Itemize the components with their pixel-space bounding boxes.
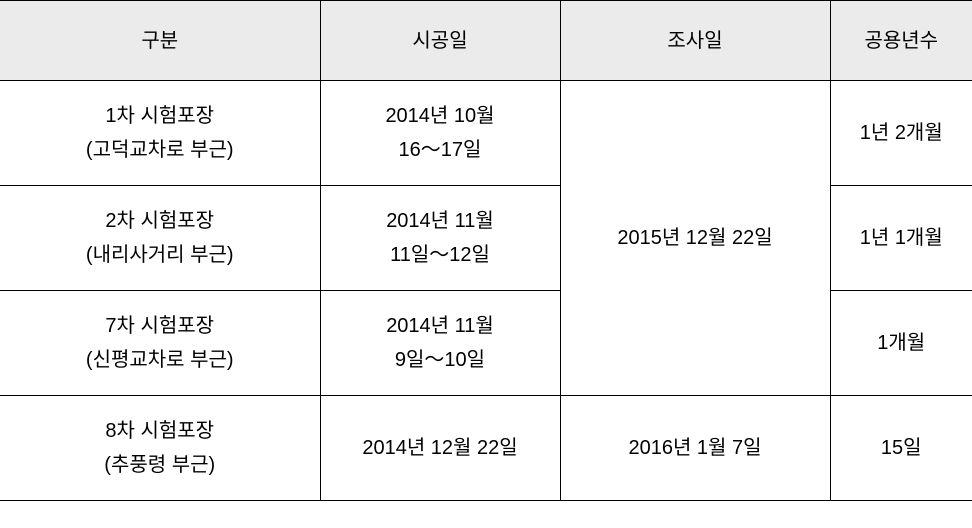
cell-construction-date: 2014년 11월 11일～12일 bbox=[320, 186, 560, 291]
category-line1: 7차 시험포장 bbox=[105, 315, 214, 337]
table-header: 구분 시공일 조사일 공용년수 bbox=[0, 1, 972, 81]
cell-construction-date: 2014년 12월 22일 bbox=[320, 396, 560, 501]
cell-construction-date: 2014년 11월 9일～10일 bbox=[320, 291, 560, 396]
cell-category: 2차 시험포장 (내리사거리 부근) bbox=[0, 186, 320, 291]
construct-line2: 11일～12일 bbox=[390, 244, 490, 266]
table-body: 1차 시험포장 (고덕교차로 부근) 2014년 10월 16～17일 2015… bbox=[0, 81, 972, 501]
cell-survey-date: 2016년 1월 7일 bbox=[560, 396, 830, 501]
category-line2: (고덕교차로 부근) bbox=[86, 139, 234, 161]
header-construction-date: 시공일 bbox=[320, 1, 560, 81]
category-line1: 1차 시험포장 bbox=[105, 105, 214, 127]
category-line1: 8차 시험포장 bbox=[105, 420, 214, 442]
header-row: 구분 시공일 조사일 공용년수 bbox=[0, 1, 972, 81]
construct-line1: 2014년 11월 bbox=[386, 315, 494, 337]
header-survey-date: 조사일 bbox=[560, 1, 830, 81]
cell-service-years: 1개월 bbox=[830, 291, 972, 396]
construct-line2: 16～17일 bbox=[399, 139, 482, 161]
cell-service-years: 1년 2개월 bbox=[830, 81, 972, 186]
cell-service-years: 15일 bbox=[830, 396, 972, 501]
category-line2: (내리사거리 부근) bbox=[86, 244, 234, 266]
cell-category: 7차 시험포장 (신평교차로 부근) bbox=[0, 291, 320, 396]
cell-category: 1차 시험포장 (고덕교차로 부근) bbox=[0, 81, 320, 186]
header-category: 구분 bbox=[0, 1, 320, 81]
cell-survey-date-merged: 2015년 12월 22일 bbox=[560, 81, 830, 396]
construct-line1: 2014년 10월 bbox=[385, 105, 494, 127]
table-row: 8차 시험포장 (추풍령 부근) 2014년 12월 22일 2016년 1월 … bbox=[0, 396, 972, 501]
cell-category: 8차 시험포장 (추풍령 부근) bbox=[0, 396, 320, 501]
header-service-years: 공용년수 bbox=[830, 1, 972, 81]
construct-line2: 9일～10일 bbox=[395, 349, 485, 371]
data-table-container: 구분 시공일 조사일 공용년수 1차 시험포장 (고덕교차로 부근) 2014년… bbox=[0, 0, 972, 501]
table-row: 1차 시험포장 (고덕교차로 부근) 2014년 10월 16～17일 2015… bbox=[0, 81, 972, 186]
cell-construction-date: 2014년 10월 16～17일 bbox=[320, 81, 560, 186]
data-table: 구분 시공일 조사일 공용년수 1차 시험포장 (고덕교차로 부근) 2014년… bbox=[0, 0, 972, 501]
category-line2: (신평교차로 부근) bbox=[86, 349, 234, 371]
category-line2: (추풍령 부근) bbox=[104, 454, 215, 476]
category-line1: 2차 시험포장 bbox=[105, 210, 214, 232]
construct-line1: 2014년 11월 bbox=[386, 210, 494, 232]
cell-service-years: 1년 1개월 bbox=[830, 186, 972, 291]
